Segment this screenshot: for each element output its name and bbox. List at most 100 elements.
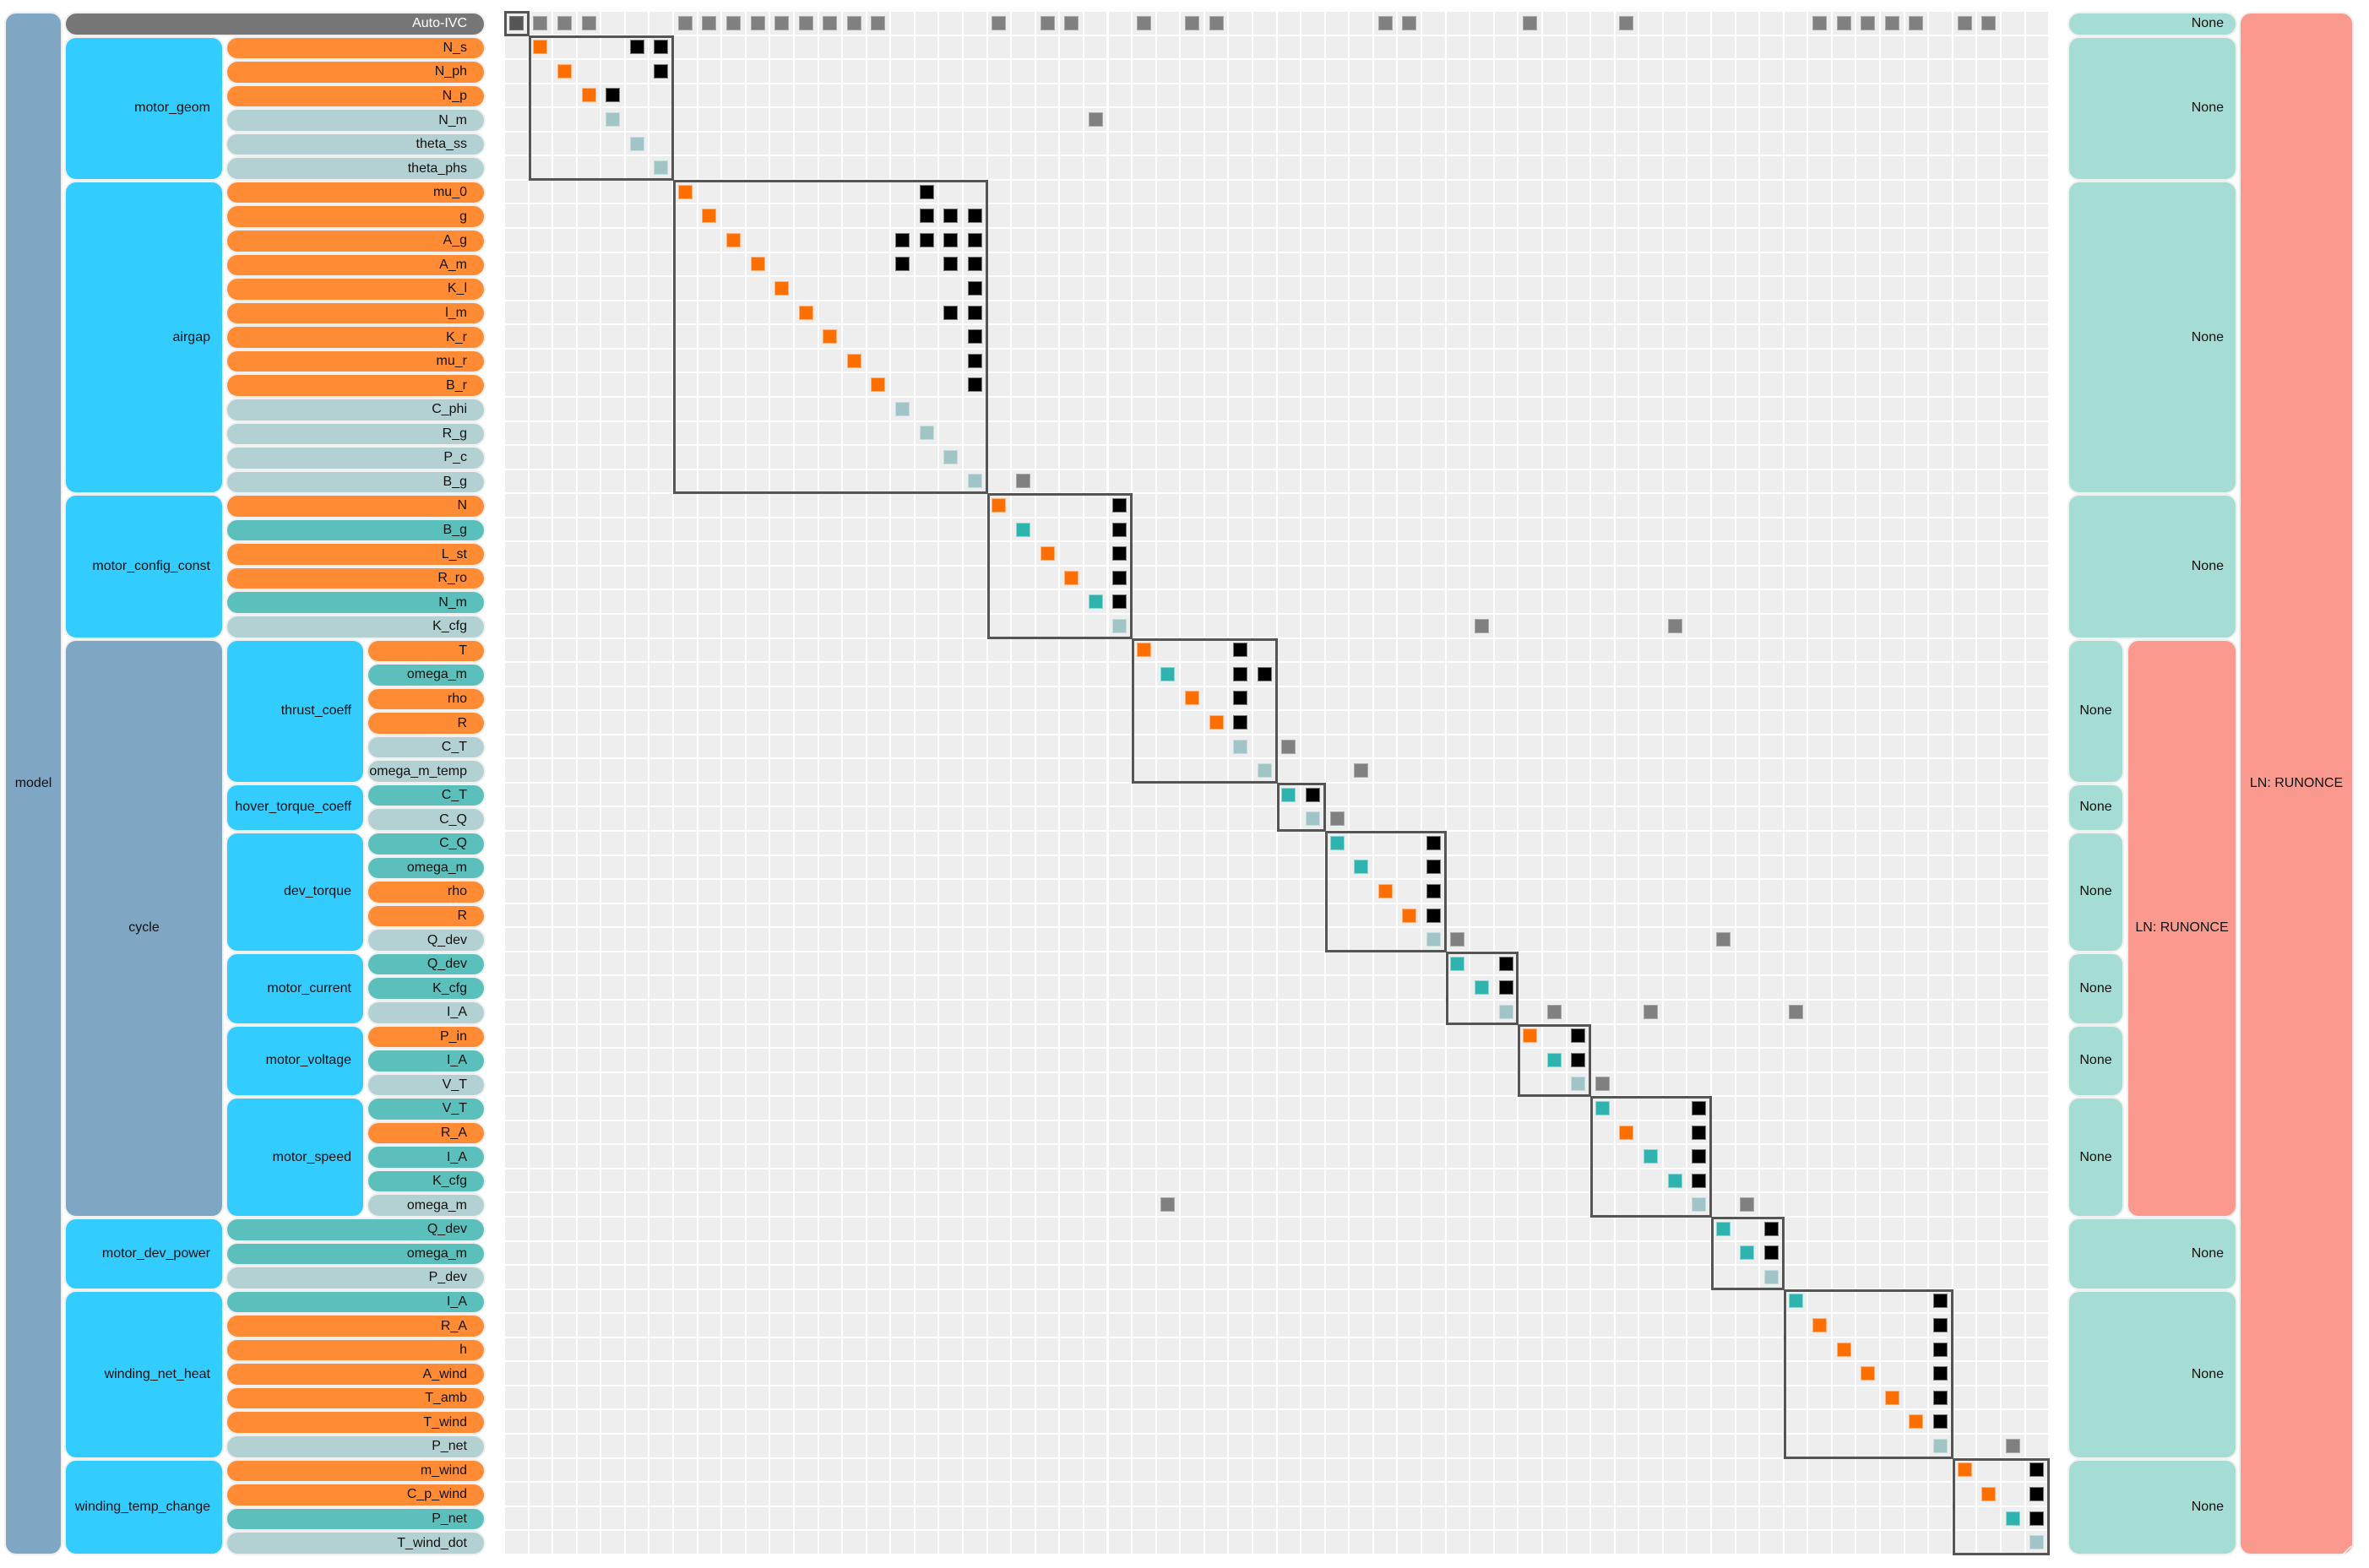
matrix-cell[interactable] [987, 1362, 1013, 1386]
matrix-cell[interactable] [1904, 1097, 1930, 1121]
matrix-cell[interactable] [1881, 60, 1905, 84]
matrix-cell[interactable] [1035, 807, 1061, 833]
matrix-cell[interactable] [1519, 1337, 1543, 1363]
matrix-cell[interactable] [1252, 204, 1278, 230]
matrix-cell[interactable] [915, 1024, 940, 1050]
matrix-cell[interactable] [1422, 1049, 1447, 1073]
matrix-cell[interactable] [1350, 1049, 1374, 1073]
matrix-cell[interactable] [1229, 1458, 1253, 1484]
matrix-cell[interactable] [915, 1000, 940, 1025]
matrix-cell[interactable] [722, 928, 747, 952]
matrix-cell[interactable] [1712, 1314, 1736, 1338]
matrix-cell[interactable] [625, 1169, 650, 1194]
matrix-cell[interactable] [1712, 855, 1736, 881]
matrix-cell[interactable] [1229, 903, 1253, 929]
matrix-cell[interactable] [1181, 1193, 1205, 1218]
matrix-cell[interactable] [1856, 132, 1882, 157]
matrix-cell[interactable] [818, 1410, 844, 1435]
matrix-cell[interactable] [1591, 1024, 1616, 1050]
matrix-cell[interactable] [770, 1458, 795, 1484]
matrix-cell[interactable] [1494, 1024, 1519, 1050]
matrix-cell[interactable] [1519, 1483, 1543, 1507]
matrix-cell[interactable] [1252, 349, 1278, 374]
matrix-cell[interactable] [1881, 156, 1905, 181]
matrix-cell[interactable] [553, 325, 578, 350]
matrix-cell[interactable] [843, 518, 867, 543]
matrix-cell[interactable] [1736, 615, 1761, 639]
matrix-cell[interactable] [1977, 204, 2002, 230]
matrix-cell[interactable] [1856, 807, 1882, 833]
matrix-cell[interactable] [1808, 615, 1833, 639]
matrix-cell[interactable] [1108, 711, 1133, 735]
matrix-cell[interactable] [1760, 1289, 1785, 1315]
dependency-mark[interactable] [1112, 497, 1127, 513]
matrix-cell[interactable] [1277, 229, 1302, 253]
matrix-cell[interactable] [1229, 421, 1253, 447]
matrix-cell[interactable] [891, 494, 916, 518]
matrix-cell[interactable] [1808, 1337, 1833, 1363]
matrix-cell[interactable] [1881, 518, 1905, 543]
matrix-cell[interactable] [1108, 880, 1133, 904]
matrix-cell[interactable] [1784, 1145, 1809, 1169]
matrix-cell[interactable] [1252, 325, 1278, 350]
matrix-cell[interactable] [1035, 1362, 1061, 1386]
variable-R[interactable]: R [367, 903, 486, 929]
matrix-cell[interactable] [1881, 1531, 1905, 1555]
matrix-cell[interactable] [746, 1193, 771, 1218]
matrix-cell[interactable] [1446, 1435, 1471, 1459]
matrix-cell[interactable] [529, 976, 554, 1001]
matrix-cell[interactable] [529, 1218, 554, 1242]
matrix-cell[interactable] [1229, 1506, 1253, 1532]
matrix-cell[interactable] [1398, 711, 1423, 735]
matrix-cell[interactable] [1615, 1097, 1640, 1121]
matrix-cell[interactable] [1856, 615, 1882, 639]
matrix-cell[interactable] [1591, 952, 1616, 977]
matrix-cell[interactable] [649, 1072, 675, 1098]
matrix-cell[interactable] [987, 735, 1013, 760]
matrix-cell[interactable] [843, 446, 867, 470]
matrix-cell[interactable] [1760, 903, 1785, 929]
matrix-cell[interactable] [1325, 1169, 1350, 1194]
matrix-cell[interactable] [1615, 373, 1640, 398]
matrix-cell[interactable] [2001, 1120, 2026, 1146]
matrix-cell[interactable] [1712, 229, 1736, 253]
matrix-cell[interactable] [1373, 1506, 1399, 1532]
matrix-cell[interactable] [1156, 301, 1182, 326]
matrix-cell[interactable] [1687, 542, 1712, 567]
matrix-cell[interactable] [1252, 1072, 1278, 1098]
matrix-cell[interactable] [1229, 446, 1253, 470]
matrix-cell[interactable] [1736, 542, 1761, 567]
matrix-cell[interactable] [1784, 952, 1809, 977]
matrix-cell[interactable] [1977, 638, 2002, 664]
matrix-cell[interactable] [577, 928, 602, 952]
matrix-cell[interactable] [1953, 446, 1978, 470]
matrix-cell[interactable] [1977, 156, 2002, 181]
matrix-cell[interactable] [674, 542, 698, 567]
matrix-cell[interactable] [867, 1049, 892, 1073]
matrix-cell[interactable] [964, 1049, 988, 1073]
matrix-cell[interactable] [577, 952, 602, 977]
matrix-cell[interactable] [1108, 1531, 1133, 1555]
solver-winding_net_heat[interactable]: None [2067, 1289, 2237, 1459]
matrix-cell[interactable] [1760, 663, 1785, 687]
matrix-cell[interactable] [746, 1072, 771, 1098]
matrix-cell[interactable] [1398, 759, 1423, 784]
matrix-cell[interactable] [1350, 349, 1374, 374]
matrix-cell[interactable] [1808, 204, 1833, 230]
matrix-cell[interactable] [505, 1241, 530, 1267]
matrix-cell[interactable] [915, 952, 940, 977]
matrix-cell[interactable] [1373, 832, 1399, 856]
matrix-cell[interactable] [1229, 1145, 1253, 1169]
matrix-cell[interactable] [529, 1506, 554, 1532]
matrix-cell[interactable] [674, 1024, 698, 1050]
matrix-cell[interactable] [1567, 301, 1592, 326]
matrix-cell[interactable] [698, 783, 723, 808]
matrix-cell[interactable] [577, 663, 602, 687]
matrix-cell[interactable] [964, 711, 988, 735]
matrix-cell[interactable] [674, 518, 698, 543]
matrix-cell[interactable] [1856, 1120, 1882, 1146]
diagonal-cell-output[interactable] [629, 136, 644, 151]
matrix-cell[interactable] [1204, 132, 1230, 157]
matrix-cell[interactable] [915, 1193, 940, 1218]
matrix-cell[interactable] [553, 1506, 578, 1532]
